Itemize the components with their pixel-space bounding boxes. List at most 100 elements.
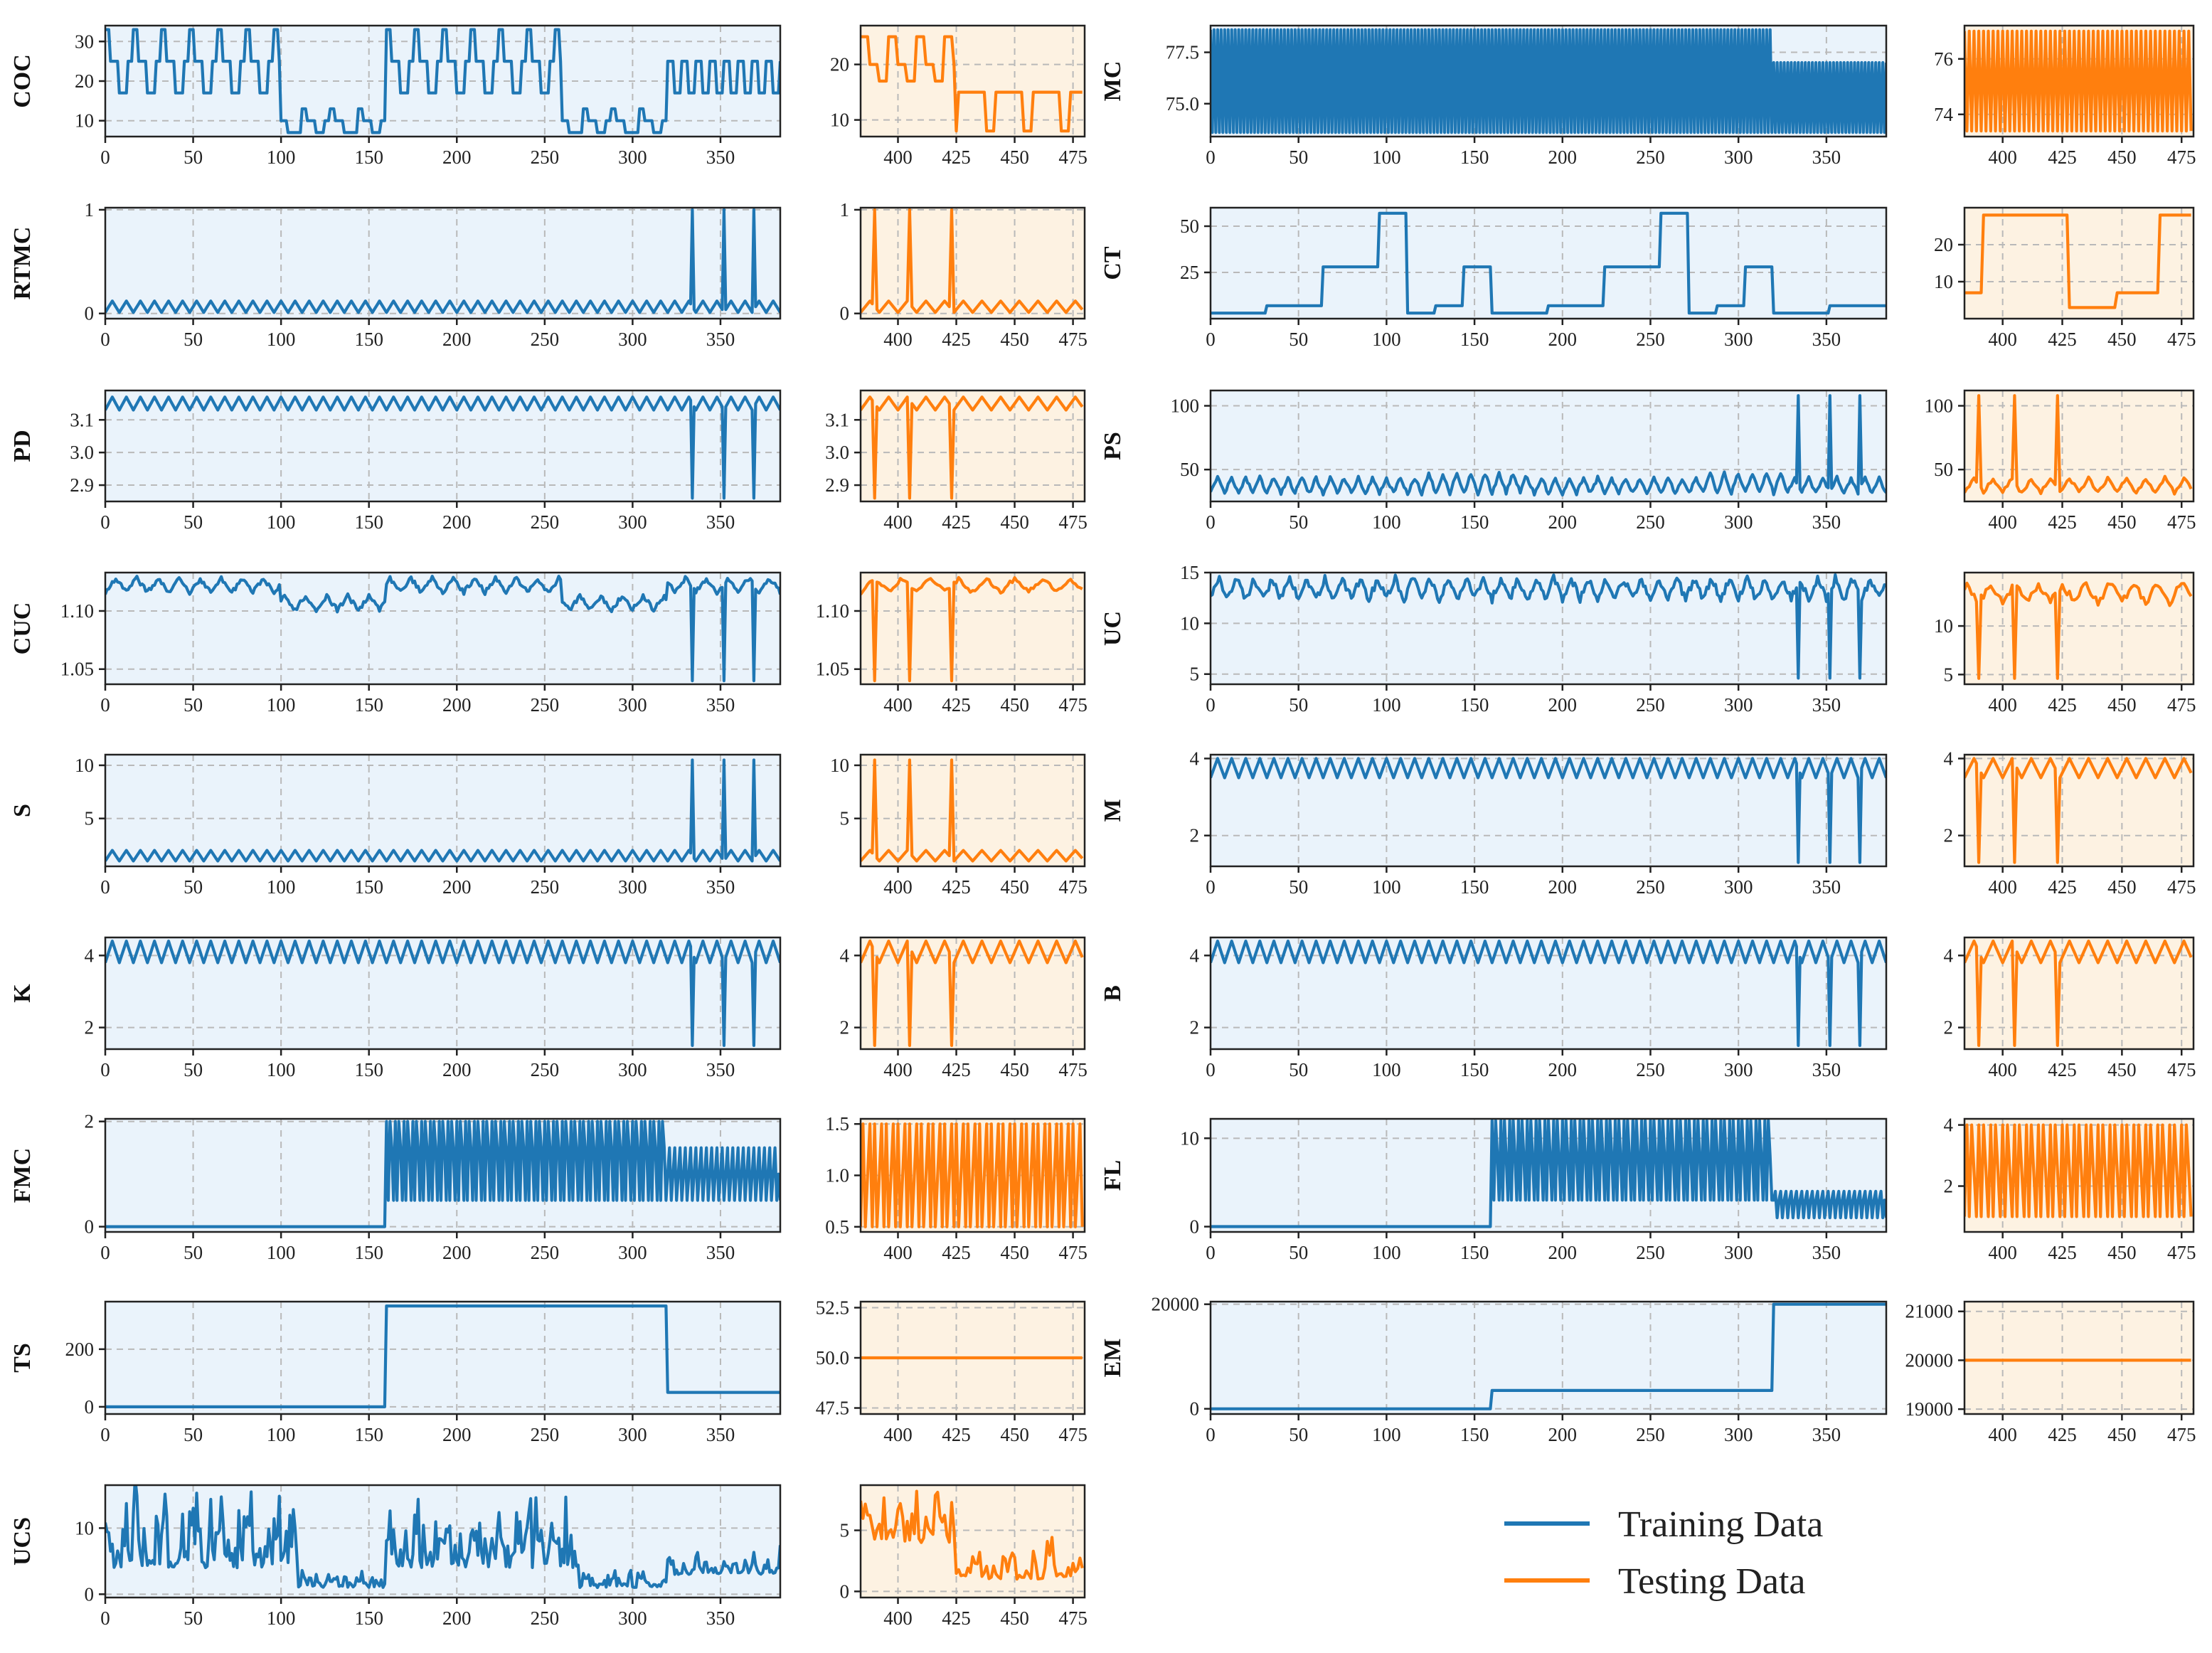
panel-cuc-train: 0 50 100 150 200 250 300 350 1.05 1.10 <box>60 571 782 716</box>
panel-s-test-frame <box>859 753 1086 868</box>
panel-mc-test-ytick-label: 76 <box>1934 48 1953 70</box>
panel-cuc-train-frame <box>104 571 782 686</box>
panel-ucs-test-frame <box>859 1484 1086 1599</box>
panel-uc-train-xtick-label: 250 <box>1636 694 1665 716</box>
panel-mc-train: 0 50 100 150 200 250 300 350 75.0 77.5 <box>1166 24 1888 168</box>
panel-cuc-test-ytick-label: 1.10 <box>816 600 849 622</box>
panel-fmc-train-series <box>105 1120 780 1228</box>
panel-m-train: 0 50 100 150 200 250 300 350 2 4 <box>1190 748 1888 898</box>
panel-coc-test-xtick-label: 425 <box>942 147 971 168</box>
panel-s-test-ytick-label: 10 <box>830 755 849 776</box>
panel-uc-train-series <box>1211 573 1886 680</box>
panel-mc-test-ytick-label: 74 <box>1934 104 1954 125</box>
panel-fl-train-ytick-label: 0 <box>1190 1216 1200 1238</box>
panel-ct-ylabel: CT <box>1100 246 1126 280</box>
panel-cuc-train-xtick-label: 250 <box>531 694 560 716</box>
panel-pd-test: 400 425 450 475 2.9 3.0 3.1 <box>825 389 1088 533</box>
panel-rtmc-test-frame <box>859 206 1086 320</box>
panel-ts-train-series <box>105 1304 780 1408</box>
panel-uc-train-xtick-label: 150 <box>1460 694 1489 716</box>
panel-fl-test: 400 425 450 475 2 4 <box>1944 1115 2196 1263</box>
panel-cuc-train-xtick-label: 0 <box>100 694 110 716</box>
panel-mc-test-frame <box>1963 24 2195 138</box>
panel-coc-test-series <box>861 35 1083 133</box>
panel-cuc-test-ytick-label: 1.05 <box>816 659 849 680</box>
panel-ct-train-background <box>1211 208 1886 319</box>
panel-m-test-xtick-label: 400 <box>1988 876 2017 898</box>
panel-pd-train-xtick-label: 200 <box>442 511 472 533</box>
panel-m-test-xtick-label: 425 <box>2048 876 2077 898</box>
panel-rtmc-test-xtick-label: 400 <box>883 329 913 350</box>
panel-uc-train: 0 50 100 150 200 250 300 350 5 10 15 <box>1180 562 1888 716</box>
panel-em: EM 0 50 100 150 200 250 300 350 0 20000 400 425 450 47… <box>1100 1294 2196 1445</box>
panel-mc-train-series <box>1211 28 1886 134</box>
panel-m-test: 400 425 450 475 2 4 <box>1944 748 2196 898</box>
panel-b-train-xtick-label: 100 <box>1372 1059 1401 1080</box>
panel-em-train-frame <box>1209 1300 1888 1415</box>
panel-fl-train-ytick-label: 10 <box>1180 1127 1199 1149</box>
panel-uc-test-xtick-label: 400 <box>1988 694 2017 716</box>
panel-s-train-ytick-label: 10 <box>75 755 94 776</box>
panel-pd-train-xtick-label: 0 <box>100 511 110 533</box>
panel-ts-test-xtick-label: 400 <box>883 1424 913 1445</box>
panel-s-train-xtick-label: 300 <box>618 876 647 898</box>
panel-ts-test-ytick-label: 50.0 <box>816 1347 849 1368</box>
panel-coc-train-xtick-label: 200 <box>442 147 472 168</box>
panel-coc-test-xtick-label: 450 <box>1000 147 1029 168</box>
panel-mc-test-xtick-label: 475 <box>2167 147 2196 168</box>
panel-fmc-test-xtick-label: 425 <box>942 1242 971 1263</box>
panel-s-test-ytick-label: 5 <box>840 808 850 829</box>
panel-m-train-xtick-label: 300 <box>1724 876 1753 898</box>
panel-m-train-xtick-label: 250 <box>1636 876 1665 898</box>
panel-mc-train-ytick-label: 75.0 <box>1166 93 1199 115</box>
panel-ucs-train-xtick-label: 100 <box>267 1607 296 1629</box>
panel-em-test-ytick-label: 19000 <box>1905 1398 1954 1420</box>
panel-em-train-ytick-label: 0 <box>1190 1398 1200 1420</box>
panel-rtmc-test-background <box>861 208 1085 319</box>
panel-coc-train-xtick-label: 0 <box>100 147 110 168</box>
panel-rtmc-test-xtick-label: 450 <box>1000 329 1029 350</box>
panel-ct-test-xtick-label: 450 <box>2107 329 2137 350</box>
panel-ct-train-xtick-label: 250 <box>1636 329 1665 350</box>
panel-mc-test-xtick-label: 400 <box>1988 147 2017 168</box>
panel-ps-train-ytick-label: 100 <box>1171 395 1200 417</box>
panel-k-test: 400 425 450 475 2 4 <box>840 936 1088 1080</box>
panel-fl-test-ytick-label: 2 <box>1944 1176 1954 1197</box>
panel-coc-train: 0 50 100 150 200 250 300 350 10 20 30 <box>75 24 782 168</box>
panel-fl-train: 0 50 100 150 200 250 300 350 0 10 <box>1180 1117 1888 1263</box>
panel-rtmc-train-ytick-label: 1 <box>85 199 95 220</box>
panel-m-ylabel: M <box>1100 799 1126 822</box>
panel-uc-train-ytick-label: 5 <box>1190 664 1200 685</box>
panel-b-train-ytick-label: 2 <box>1190 1017 1200 1038</box>
panel-b-train-xtick-label: 350 <box>1812 1059 1841 1080</box>
panel-b-train-xtick-label: 250 <box>1636 1059 1665 1080</box>
panel-mc-test: 400 425 450 475 74 76 <box>1934 24 2196 168</box>
panel-b-train-ytick-label: 4 <box>1190 945 1200 966</box>
panel-ucs-test-xtick-label: 450 <box>1000 1607 1029 1629</box>
panel-rtmc-test-xtick-label: 425 <box>942 329 971 350</box>
panel-s-train-xtick-label: 350 <box>706 876 735 898</box>
panel-coc-test-xtick-label: 400 <box>883 147 913 168</box>
panel-k-train-series <box>105 940 780 1047</box>
panel-ct-train-ytick-label: 50 <box>1180 216 1199 237</box>
panel-s-test-background <box>861 755 1085 866</box>
panel-ct-train: 0 50 100 150 200 250 300 350 25 50 <box>1180 206 1888 350</box>
panel-cuc-train-background <box>105 573 780 684</box>
panel-fl-train-xtick-label: 100 <box>1372 1242 1401 1263</box>
panel-k-test-xtick-label: 475 <box>1058 1059 1088 1080</box>
panel-em-test: 400 425 450 475 19000 20000 21000 <box>1905 1301 2196 1445</box>
panel-ct-test-series <box>1964 213 2191 309</box>
panel-ucs-train-xtick-label: 50 <box>184 1607 203 1629</box>
panel-cuc-train-series <box>105 575 780 683</box>
panel-k-test-ytick-label: 2 <box>840 1017 850 1038</box>
panel-ps-train-series <box>1211 394 1886 497</box>
panel-ps-train-xtick-label: 150 <box>1460 511 1489 533</box>
panel-coc-train-ytick-label: 10 <box>75 110 94 132</box>
panel-ucs-train-series <box>105 1485 780 1590</box>
panel-s-train-xtick-label: 0 <box>100 876 110 898</box>
panel-mc-train-xtick-label: 350 <box>1812 147 1841 168</box>
panel-cuc-ylabel: CUC <box>9 602 36 655</box>
panel-uc-test-ytick-label: 5 <box>1944 664 1954 685</box>
